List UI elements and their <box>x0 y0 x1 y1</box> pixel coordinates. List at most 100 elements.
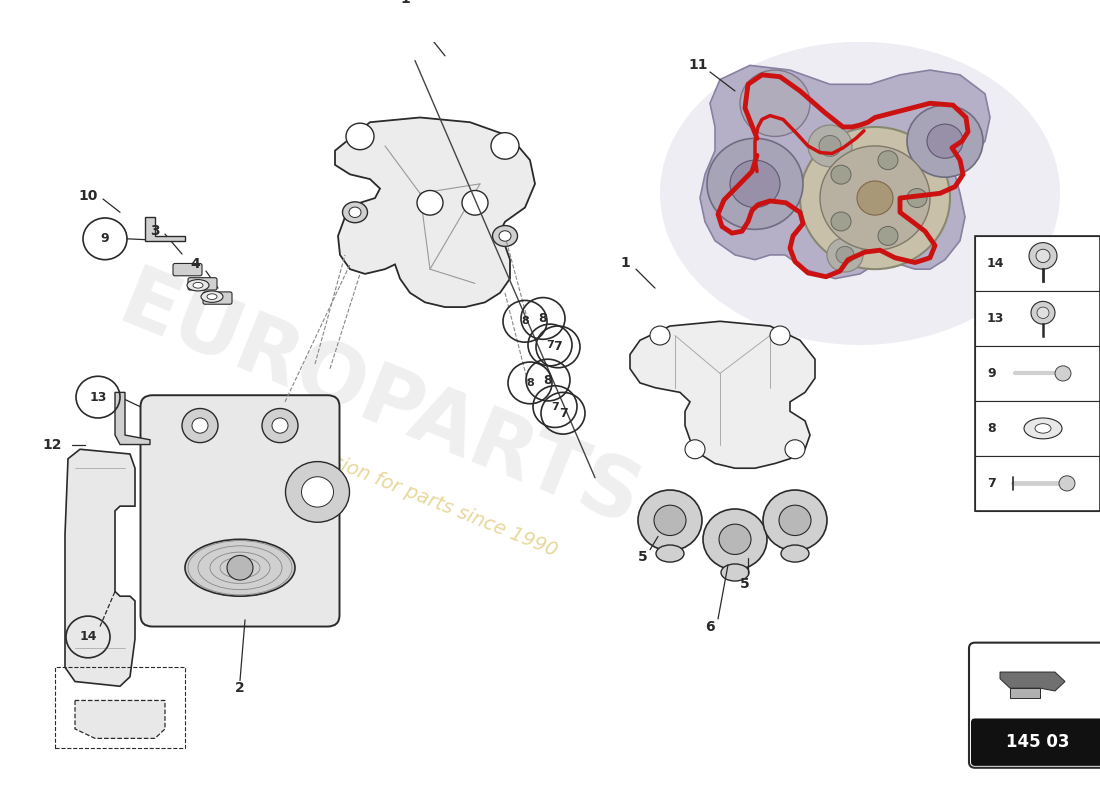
Polygon shape <box>145 217 185 241</box>
Text: 13: 13 <box>89 390 107 404</box>
Text: 7: 7 <box>553 340 562 354</box>
Circle shape <box>785 440 805 458</box>
Ellipse shape <box>720 564 749 581</box>
Text: a passion for parts since 1990: a passion for parts since 1990 <box>279 433 560 561</box>
Polygon shape <box>1000 672 1065 691</box>
Circle shape <box>703 509 767 570</box>
Bar <box>975 346 1100 401</box>
Circle shape <box>800 127 950 269</box>
Ellipse shape <box>656 545 684 562</box>
FancyBboxPatch shape <box>188 278 217 290</box>
Text: 7: 7 <box>551 402 559 412</box>
Text: 8: 8 <box>526 378 534 388</box>
Text: 7: 7 <box>559 406 568 420</box>
Circle shape <box>192 418 208 433</box>
Circle shape <box>808 125 852 166</box>
Text: 5: 5 <box>638 550 648 564</box>
Circle shape <box>1028 242 1057 269</box>
Circle shape <box>830 165 851 184</box>
Polygon shape <box>1010 688 1040 698</box>
Bar <box>975 291 1100 346</box>
Circle shape <box>491 133 519 159</box>
Bar <box>975 236 1100 511</box>
Circle shape <box>927 124 962 158</box>
Bar <box>975 236 1100 291</box>
Circle shape <box>730 160 780 207</box>
Circle shape <box>417 190 443 215</box>
Ellipse shape <box>660 42 1060 345</box>
Polygon shape <box>75 701 165 738</box>
Circle shape <box>462 190 488 215</box>
Circle shape <box>654 505 686 535</box>
Text: 11: 11 <box>689 58 707 72</box>
Circle shape <box>857 181 893 215</box>
Circle shape <box>1036 250 1050 262</box>
Circle shape <box>301 477 333 507</box>
Circle shape <box>827 238 864 272</box>
Bar <box>55 667 185 748</box>
Circle shape <box>908 189 927 207</box>
Circle shape <box>1037 307 1049 318</box>
Circle shape <box>836 246 854 263</box>
Circle shape <box>227 555 253 580</box>
Circle shape <box>650 326 670 345</box>
Polygon shape <box>336 118 535 307</box>
Text: 8: 8 <box>543 374 552 386</box>
Ellipse shape <box>207 294 217 299</box>
Text: 1: 1 <box>400 0 410 6</box>
Ellipse shape <box>499 230 512 241</box>
Text: 145 03: 145 03 <box>1005 733 1069 751</box>
Circle shape <box>779 505 811 535</box>
Ellipse shape <box>1035 424 1050 433</box>
Polygon shape <box>65 450 135 686</box>
FancyBboxPatch shape <box>141 395 340 626</box>
Text: 7: 7 <box>546 340 554 350</box>
FancyBboxPatch shape <box>204 292 232 304</box>
Text: 9: 9 <box>987 367 996 380</box>
Text: 14: 14 <box>79 630 97 643</box>
Text: 14: 14 <box>987 257 1004 270</box>
Circle shape <box>820 135 842 156</box>
Ellipse shape <box>187 279 209 291</box>
FancyBboxPatch shape <box>971 718 1100 766</box>
Circle shape <box>740 70 810 137</box>
Text: 8: 8 <box>521 316 529 326</box>
Ellipse shape <box>342 202 367 222</box>
Circle shape <box>346 123 374 150</box>
Ellipse shape <box>349 207 361 218</box>
Polygon shape <box>116 392 150 445</box>
Ellipse shape <box>493 226 517 246</box>
Ellipse shape <box>1024 418 1062 439</box>
Circle shape <box>685 440 705 458</box>
Ellipse shape <box>201 291 223 302</box>
Polygon shape <box>630 322 815 468</box>
Circle shape <box>719 524 751 554</box>
Text: 9: 9 <box>101 232 109 246</box>
FancyBboxPatch shape <box>173 263 202 276</box>
Polygon shape <box>700 66 990 278</box>
Text: 4: 4 <box>190 258 200 271</box>
Bar <box>975 456 1100 511</box>
Text: EUROPARTS: EUROPARTS <box>108 261 652 543</box>
Text: 6: 6 <box>705 621 715 634</box>
Ellipse shape <box>185 539 295 596</box>
Ellipse shape <box>781 545 808 562</box>
Circle shape <box>182 409 218 442</box>
Circle shape <box>286 462 350 522</box>
Circle shape <box>1031 302 1055 324</box>
Circle shape <box>763 490 827 550</box>
Text: 2: 2 <box>235 681 245 695</box>
Circle shape <box>1059 476 1075 491</box>
Text: 1: 1 <box>620 257 630 270</box>
Circle shape <box>908 105 983 178</box>
Circle shape <box>262 409 298 442</box>
Circle shape <box>770 326 790 345</box>
Circle shape <box>878 150 898 170</box>
Circle shape <box>272 418 288 433</box>
Circle shape <box>638 490 702 550</box>
Text: 7: 7 <box>987 477 996 490</box>
Circle shape <box>830 212 851 231</box>
Circle shape <box>820 146 930 250</box>
Text: 8: 8 <box>987 422 996 435</box>
Circle shape <box>878 226 898 246</box>
